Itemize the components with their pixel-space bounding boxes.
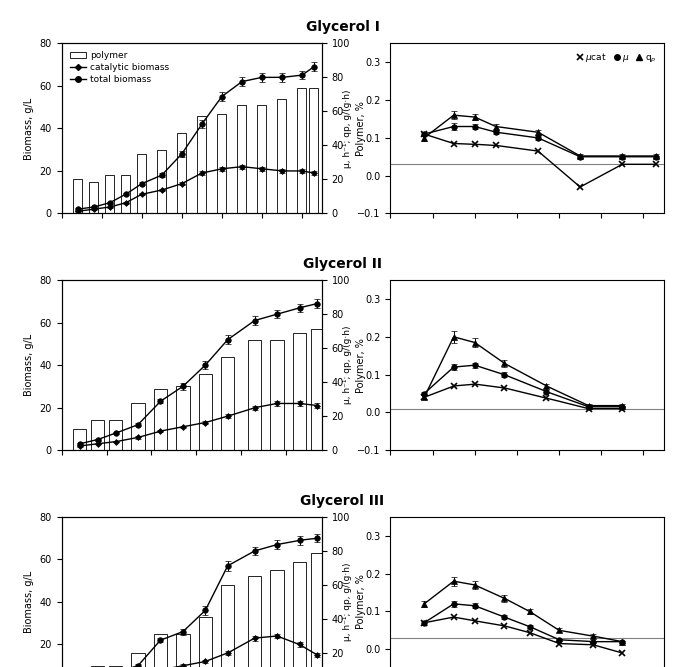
Bar — [271, 340, 284, 450]
Bar — [153, 634, 167, 667]
Y-axis label: μ, h⁻¹; qp, g/(g·h): μ, h⁻¹; qp, g/(g·h) — [342, 89, 352, 167]
Bar — [248, 576, 262, 667]
Bar — [73, 179, 82, 213]
Bar — [297, 88, 306, 213]
Bar — [137, 154, 147, 213]
Bar — [91, 420, 104, 450]
Bar — [153, 389, 167, 450]
Bar — [177, 133, 186, 213]
Bar — [91, 666, 104, 667]
Y-axis label: Biomass, g/L: Biomass, g/L — [24, 97, 34, 159]
Bar — [105, 175, 114, 213]
Bar — [217, 113, 226, 213]
Bar — [277, 99, 286, 213]
Bar — [109, 420, 122, 450]
Bar — [176, 634, 190, 667]
Bar — [248, 340, 262, 450]
Text: Glycerol II: Glycerol II — [303, 257, 382, 271]
Bar — [73, 429, 86, 450]
Y-axis label: Polymer, %: Polymer, % — [356, 574, 366, 630]
Y-axis label: Polymer, %: Polymer, % — [356, 338, 366, 393]
Bar — [89, 181, 98, 213]
Bar — [176, 386, 190, 450]
Bar — [109, 666, 122, 667]
Bar — [292, 334, 306, 450]
Y-axis label: Polymer, %: Polymer, % — [356, 101, 366, 156]
Bar — [311, 553, 324, 667]
Bar — [221, 585, 234, 667]
Bar — [132, 404, 145, 450]
Bar — [199, 374, 212, 450]
Bar — [238, 105, 247, 213]
Y-axis label: Biomass, g/L: Biomass, g/L — [24, 571, 34, 633]
Bar — [311, 329, 324, 450]
Bar — [121, 175, 130, 213]
Bar — [292, 562, 306, 667]
Bar — [258, 105, 266, 213]
Y-axis label: Biomass, g/L: Biomass, g/L — [24, 334, 34, 396]
Bar — [132, 653, 145, 667]
Y-axis label: μ, h⁻¹; qp, g/(g·h): μ, h⁻¹; qp, g/(g·h) — [342, 326, 352, 404]
Bar — [158, 149, 166, 213]
Bar — [310, 88, 319, 213]
Bar — [197, 115, 206, 213]
Bar — [221, 357, 234, 450]
Bar — [199, 617, 212, 667]
Bar — [271, 570, 284, 667]
Legend: polymer, catalytic biomass, total biomass: polymer, catalytic biomass, total biomas… — [66, 48, 173, 87]
Legend: $\mu$cat, $\mu$, q$_p$: $\mu$cat, $\mu$, q$_p$ — [573, 48, 660, 69]
Y-axis label: μ, h⁻¹; qp, g/(g·h): μ, h⁻¹; qp, g/(g·h) — [342, 563, 352, 641]
Text: Glycerol III: Glycerol III — [301, 494, 384, 508]
Text: Glycerol I: Glycerol I — [306, 20, 379, 34]
